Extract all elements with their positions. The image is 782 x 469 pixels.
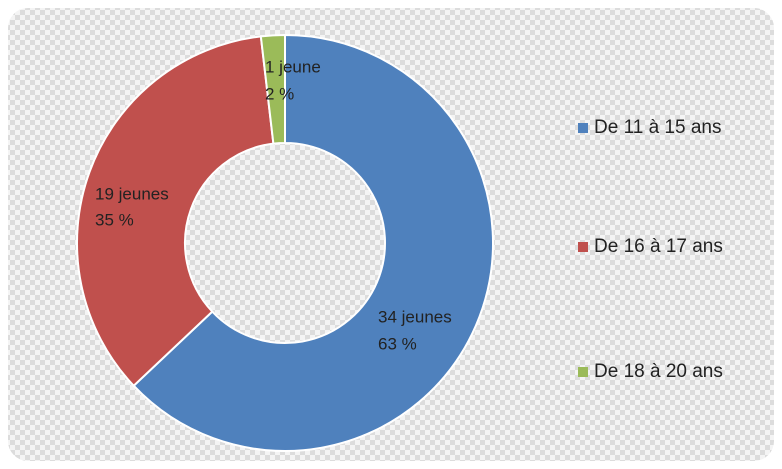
legend-label: De 18 à 20 ans [594,361,723,382]
legend-swatch [578,123,588,133]
legend-label: De 11 à 15 ans [594,117,721,138]
legend-swatch [578,367,588,377]
data-label: 1 jeune [265,57,321,76]
donut-slice [76,35,275,388]
legend-swatch [578,242,588,252]
percent-label: 63 % [378,334,417,353]
percent-label: 35 % [95,210,134,229]
donut-slice [259,33,286,145]
percent-label: 2 % [265,84,294,103]
legend-label: De 16 à 17 ans [594,236,723,257]
data-label: 19 jeunes [95,184,169,203]
donut-slice [132,33,494,452]
data-label: 34 jeunes [378,307,452,326]
legend: De 11 à 15 ans De 16 à 17 ans De 18 à 20 a… [578,117,723,382]
